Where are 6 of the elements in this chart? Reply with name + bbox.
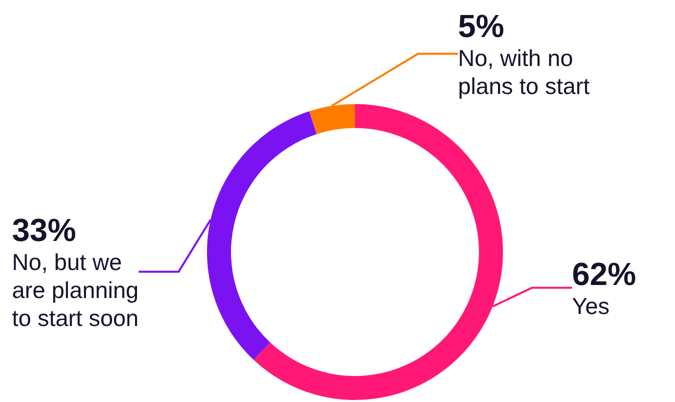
data-label: 62% <box>572 256 636 292</box>
data-label: 33% <box>12 212 76 248</box>
data-label: 5% <box>458 8 504 44</box>
slice-label: No, with no plans to start <box>458 45 590 99</box>
slice-label: No, but we are planning to start soon <box>12 249 139 331</box>
slice-label: Yes <box>572 293 610 319</box>
